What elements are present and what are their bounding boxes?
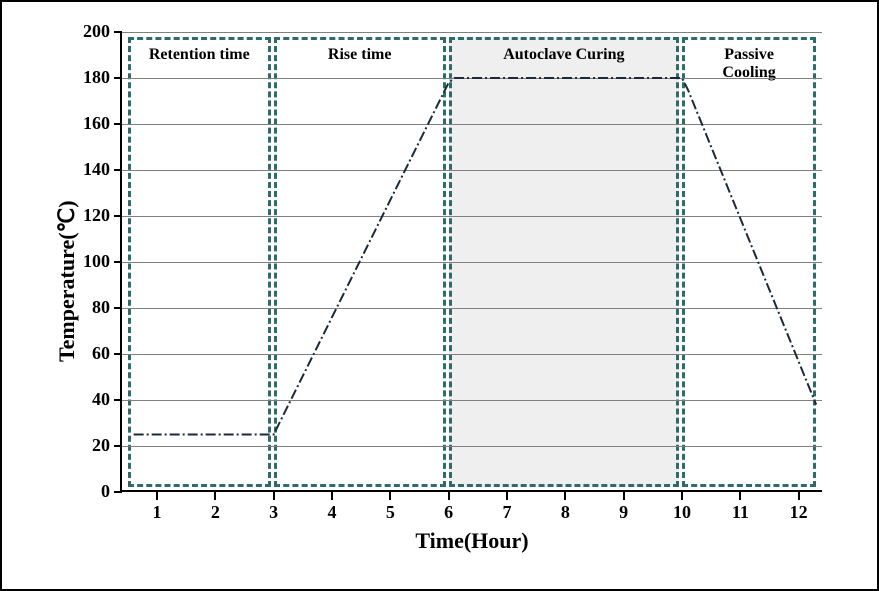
y-tick-160 (114, 123, 122, 125)
x-tick-6 (448, 492, 450, 500)
x-tick-label-8: 8 (545, 502, 585, 523)
y-tick-0 (114, 491, 122, 493)
y-tick-label-20: 20 (60, 435, 110, 456)
x-tick-label-10: 10 (662, 502, 702, 523)
y-tick-60 (114, 353, 122, 355)
x-tick-label-9: 9 (604, 502, 644, 523)
y-tick-100 (114, 261, 122, 263)
y-tick-label-0: 0 (60, 481, 110, 502)
x-tick-7 (506, 492, 508, 500)
y-tick-label-160: 160 (60, 113, 110, 134)
x-tick-12 (798, 492, 800, 500)
y-tick-200 (114, 31, 122, 33)
outer-frame: Retention timeRise timeAutoclave CuringP… (0, 0, 879, 591)
y-tick-40 (114, 399, 122, 401)
x-tick-9 (623, 492, 625, 500)
x-tick-10 (681, 492, 683, 500)
x-tick-label-12: 12 (779, 502, 819, 523)
x-tick-label-2: 2 (195, 502, 235, 523)
x-tick-4 (331, 492, 333, 500)
x-tick-5 (389, 492, 391, 500)
y-tick-120 (114, 215, 122, 217)
x-tick-label-1: 1 (137, 502, 177, 523)
x-tick-label-4: 4 (312, 502, 352, 523)
y-tick-80 (114, 307, 122, 309)
x-tick-label-7: 7 (487, 502, 527, 523)
x-tick-8 (564, 492, 566, 500)
x-tick-3 (273, 492, 275, 500)
y-tick-label-180: 180 (60, 67, 110, 88)
x-tick-label-5: 5 (370, 502, 410, 523)
y-tick-180 (114, 77, 122, 79)
y-tick-20 (114, 445, 122, 447)
chart-plot-area: Retention timeRise timeAutoclave CuringP… (122, 32, 822, 492)
y-tick-label-40: 40 (60, 389, 110, 410)
y-tick-label-200: 200 (60, 21, 110, 42)
y-axis-title: Temperature(℃) (54, 200, 80, 362)
x-axis-title: Time(Hour) (122, 528, 822, 554)
y-tick-label-140: 140 (60, 159, 110, 180)
x-tick-label-11: 11 (720, 502, 760, 523)
x-tick-11 (739, 492, 741, 500)
x-tick-2 (214, 492, 216, 500)
y-tick-140 (114, 169, 122, 171)
x-tick-1 (156, 492, 158, 500)
x-tick-label-3: 3 (254, 502, 294, 523)
temperature-curve (122, 32, 822, 492)
x-tick-label-6: 6 (429, 502, 469, 523)
